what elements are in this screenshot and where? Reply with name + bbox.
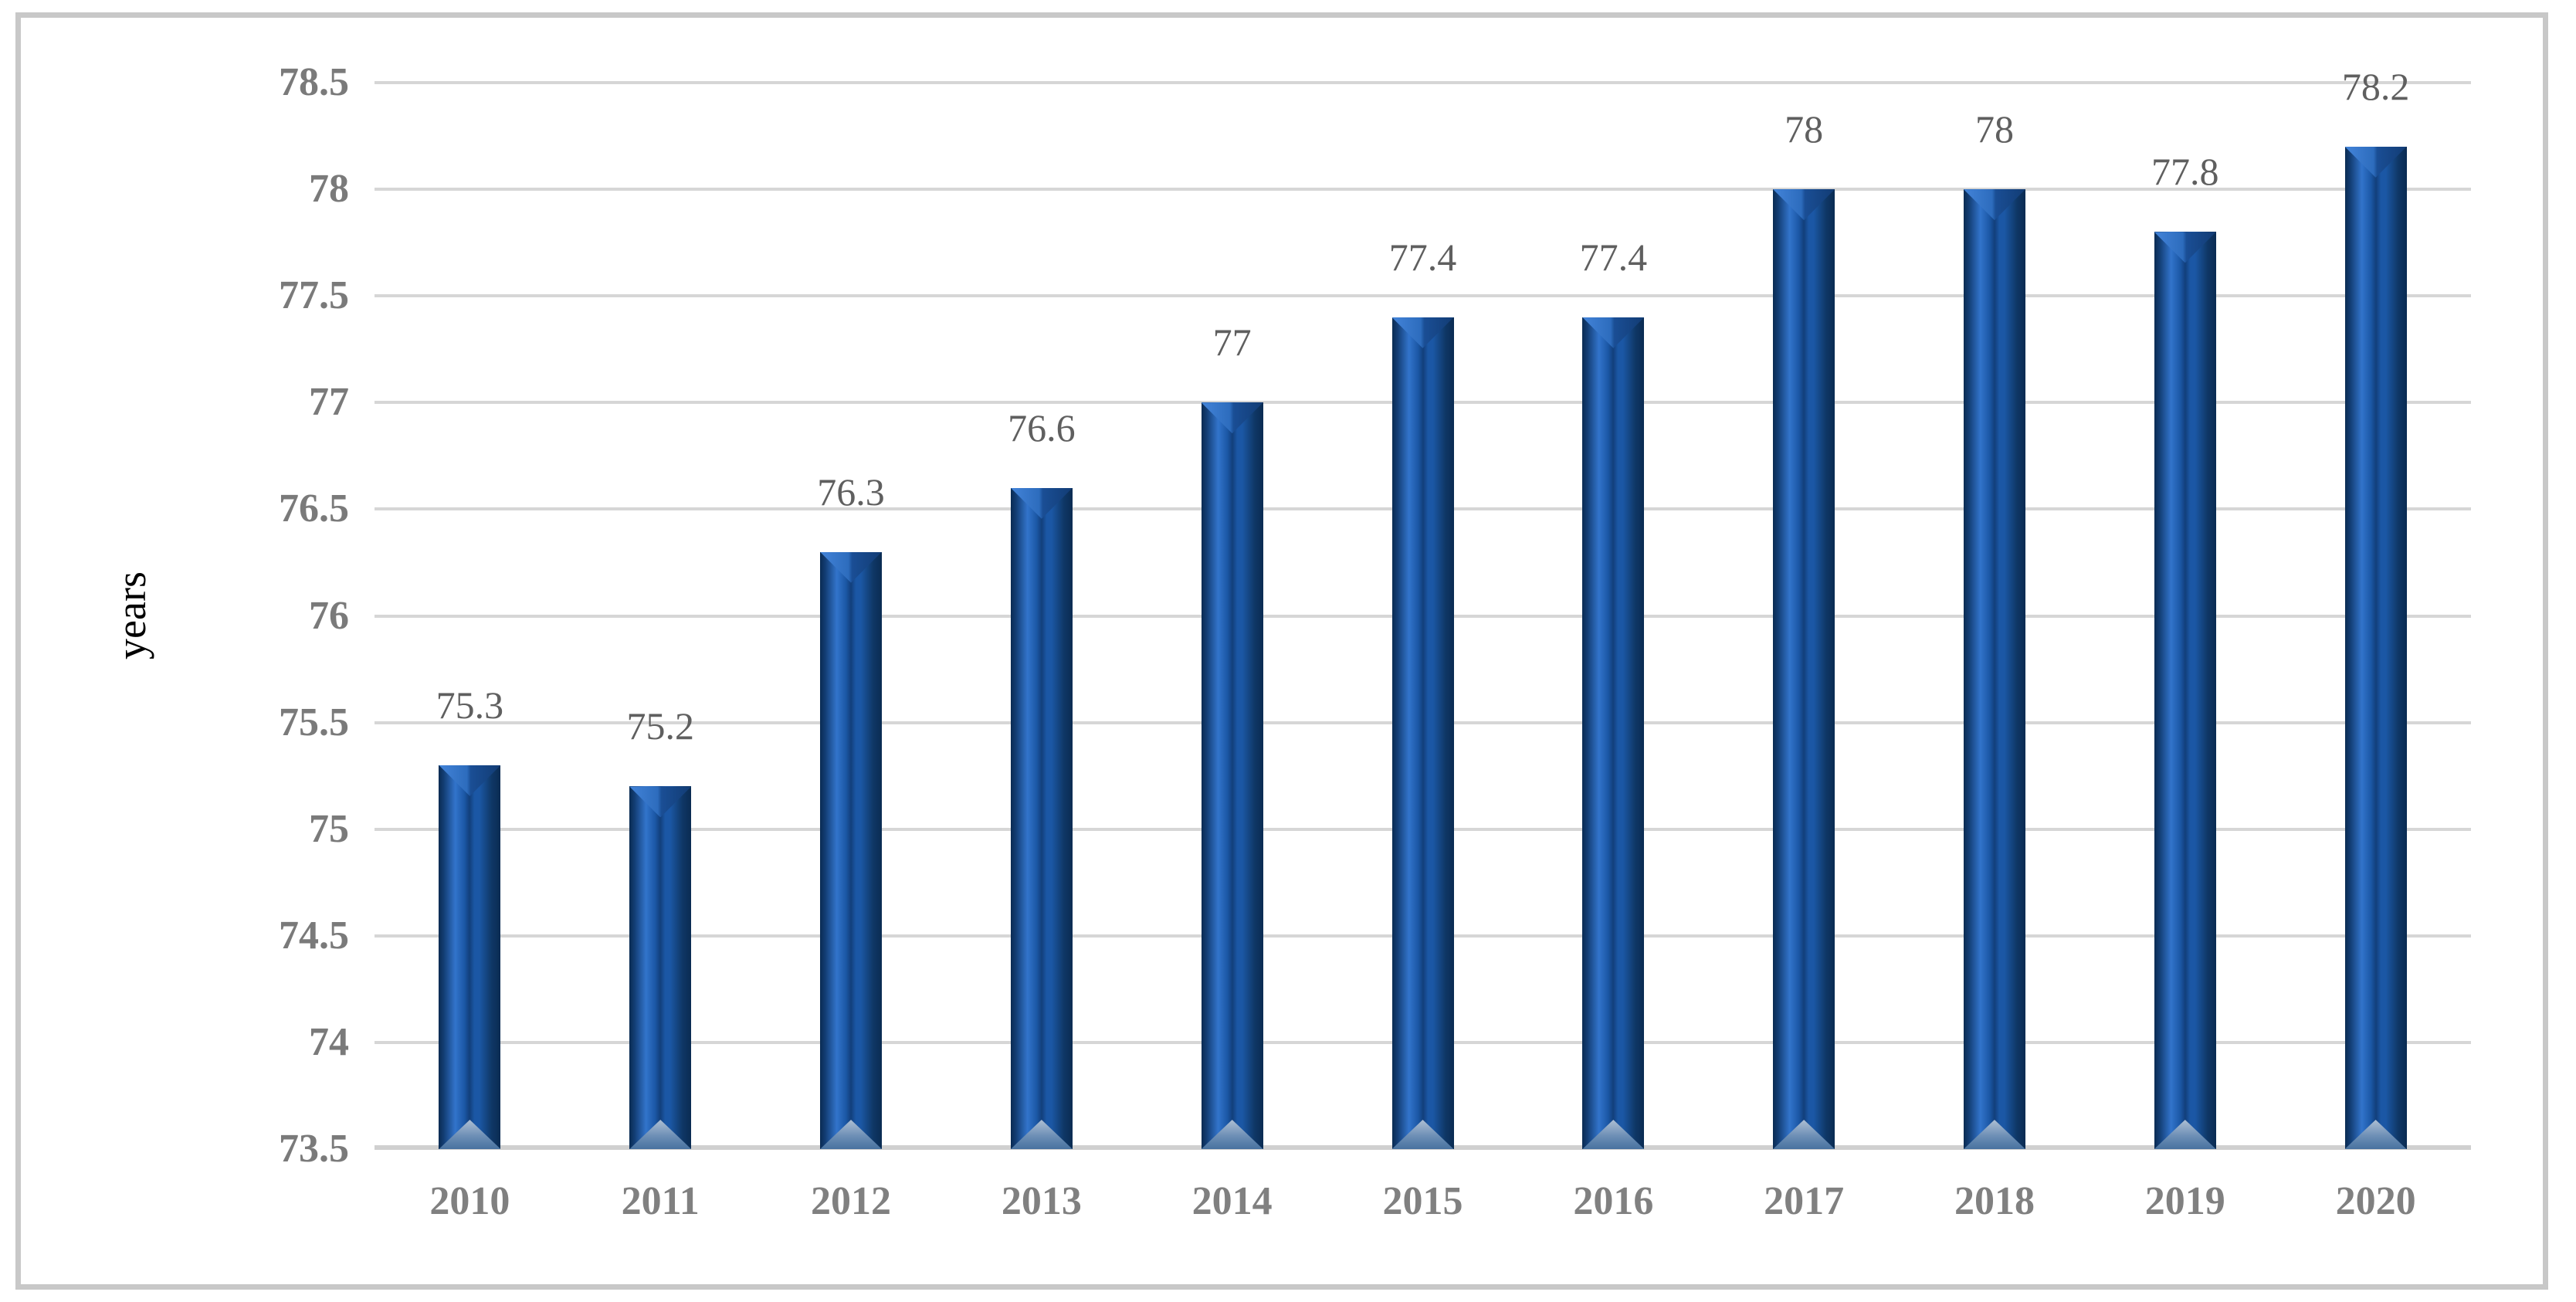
x-tick-label: 2011 — [621, 1179, 700, 1223]
bar-top-facet — [1391, 317, 1454, 348]
gridline — [375, 188, 2471, 191]
data-label: 78 — [1974, 107, 2014, 151]
x-tick-label: 2010 — [429, 1179, 510, 1223]
bar-2019 — [2154, 232, 2216, 1149]
data-label: 76.6 — [1008, 405, 1076, 449]
bar-base-facet — [1773, 1119, 1835, 1149]
x-tick-label: 2012 — [811, 1179, 892, 1223]
bar-2014 — [1201, 402, 1263, 1149]
y-tick-label: 77 — [309, 380, 349, 425]
bar-top-facet — [1963, 189, 2025, 221]
bar-top-facet — [2344, 146, 2407, 178]
bar-base-facet — [1582, 1119, 1645, 1149]
y-tick-label: 73.5 — [279, 1127, 349, 1171]
bar-top-facet — [1010, 487, 1073, 519]
gridline — [375, 81, 2471, 84]
y-tick-label: 74.5 — [279, 913, 349, 958]
data-label: 77.8 — [2151, 150, 2219, 194]
y-tick-label: 76 — [309, 593, 349, 638]
bar-base-facet — [2344, 1119, 2407, 1149]
bar-top-facet — [2154, 232, 2216, 263]
gridline — [375, 294, 2471, 297]
y-tick-label: 77.5 — [279, 273, 349, 318]
bar-base-facet — [1391, 1119, 1454, 1149]
x-tick-label: 2018 — [1954, 1179, 2035, 1223]
data-label: 77.4 — [1388, 235, 1457, 279]
bar-top-facet — [629, 786, 692, 818]
bar-top-facet — [1201, 402, 1263, 434]
bar-2016 — [1582, 317, 1645, 1149]
bar-base-facet — [1963, 1119, 2025, 1149]
bar-2013 — [1010, 487, 1073, 1149]
bar-2010 — [439, 765, 501, 1149]
x-tick-label: 2015 — [1382, 1179, 1463, 1223]
bar-base-facet — [629, 1119, 692, 1149]
bar-base-facet — [1201, 1119, 1263, 1149]
data-label: 77.4 — [1579, 235, 1648, 279]
bar-top-facet — [1773, 189, 1835, 221]
y-tick-label: 74 — [309, 1019, 349, 1064]
bar-2015 — [1391, 317, 1454, 1149]
x-tick-label: 2019 — [2144, 1179, 2225, 1223]
y-tick-label: 78 — [309, 167, 349, 212]
bar-top-facet — [439, 765, 501, 796]
bar-base-facet — [820, 1119, 883, 1149]
x-tick-label: 2017 — [1764, 1179, 1845, 1223]
chart-outer-frame — [15, 12, 2548, 1290]
bar-top-facet — [820, 551, 883, 583]
bar-top-facet — [1582, 317, 1645, 348]
plot-area — [375, 81, 2471, 1150]
data-label: 75.3 — [436, 683, 504, 727]
bar-2018 — [1963, 189, 2025, 1149]
bar-base-facet — [2154, 1119, 2216, 1149]
x-tick-label: 2013 — [1001, 1179, 1082, 1223]
x-tick-label: 2014 — [1191, 1179, 1273, 1223]
bar-2017 — [1773, 189, 1835, 1149]
x-tick-label: 2016 — [1573, 1179, 1654, 1223]
bar-2011 — [629, 786, 692, 1149]
data-label: 75.2 — [626, 704, 694, 748]
y-tick-label: 75.5 — [279, 700, 349, 744]
data-label: 76.3 — [817, 470, 885, 514]
data-label: 78 — [1785, 107, 1824, 151]
bar-base-facet — [1010, 1119, 1073, 1149]
bar-2012 — [820, 551, 883, 1149]
y-tick-label: 75 — [309, 806, 349, 851]
data-label: 77 — [1212, 320, 1252, 364]
bar-base-facet — [439, 1119, 501, 1149]
y-tick-label: 78.5 — [279, 60, 349, 104]
y-tick-label: 76.5 — [279, 487, 349, 531]
bar-2020 — [2344, 146, 2407, 1149]
data-label: 78.2 — [2341, 64, 2410, 108]
x-tick-label: 2020 — [2335, 1179, 2416, 1223]
